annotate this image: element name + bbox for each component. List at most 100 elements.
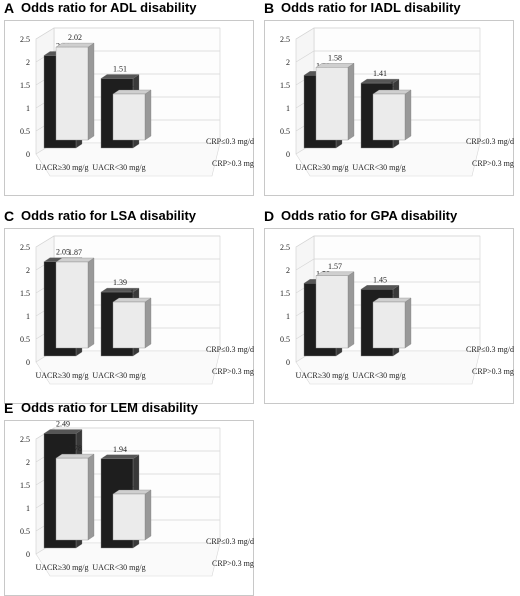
bar-top	[43, 429, 83, 434]
series-label: CRP>0.3 mg/dL	[472, 367, 514, 376]
bar-top	[112, 297, 152, 303]
gridline	[35, 427, 220, 440]
panel-letter: A	[4, 0, 15, 16]
series-label: CRP>0.3 mg/dL	[472, 159, 514, 168]
data-label: 1	[130, 480, 134, 489]
bar	[112, 93, 146, 141]
data-label: 1	[130, 80, 134, 89]
bar-top	[315, 63, 355, 68]
y-tick-label: 0.5	[20, 127, 30, 136]
series-label: CRP>0.3 mg/dL	[212, 559, 254, 568]
series-label: CRP≤0.3 mg/dL	[466, 137, 514, 146]
chart-title: Odds ratio for LSA disability	[21, 208, 197, 223]
y-tick-label: 0	[286, 358, 290, 367]
chart-title: Odds ratio for GPA disability	[281, 208, 458, 223]
data-label: 2.05	[56, 248, 70, 257]
panel-letter: E	[4, 400, 14, 416]
bar-top	[372, 89, 412, 95]
chart-title: Odds ratio for ADL disability	[21, 0, 197, 15]
chart-panel-a: A Odds ratio for ADL disability 0 0.5 1 1.5…	[4, 0, 256, 196]
gridline	[35, 27, 220, 40]
y-tick-label: 1.5	[280, 81, 290, 90]
data-label: 1	[390, 288, 394, 297]
chart-panel-e: E Odds ratio for LEM disability 0 0.5 1 1.5…	[4, 400, 256, 596]
data-label: 1.57	[328, 262, 342, 271]
y-tick-label: 2.5	[20, 435, 30, 444]
bar-top	[55, 42, 95, 48]
x-tick-label: UACR<30 mg/g	[352, 163, 405, 172]
y-tick-label: 0.5	[20, 527, 30, 536]
data-label: 1.45	[373, 275, 387, 284]
y-tick-label: 1	[26, 312, 30, 321]
y-tick-label: 1	[286, 312, 290, 321]
data-label: 1.41	[373, 69, 387, 78]
series-label: CRP>0.3 mg/dL	[212, 367, 254, 376]
y-tick-label: 2	[286, 266, 290, 275]
bar	[372, 93, 406, 141]
y-tick-label: 1.5	[20, 81, 30, 90]
y-tick-label: 0	[26, 150, 30, 159]
x-tick-label: UACR<30 mg/g	[92, 163, 145, 172]
bar-top	[112, 489, 152, 495]
y-tick-label: 0.5	[280, 335, 290, 344]
x-tick-label: UACR<30 mg/g	[92, 563, 145, 572]
gridline	[295, 235, 480, 248]
y-tick-label: 1	[26, 104, 30, 113]
bar-top	[112, 89, 152, 95]
y-tick-label: 0	[286, 150, 290, 159]
y-tick-label: 2.5	[20, 35, 30, 44]
y-tick-label: 2.5	[20, 243, 30, 252]
data-label: 1	[390, 80, 394, 89]
series-label: CRP≤0.3 mg/dL	[206, 137, 254, 146]
chart-title: Odds ratio for LEM disability	[21, 400, 198, 415]
chart-plot: 0 0.5 1 1.5 2 2.5 2.05 1.39 1.87 1 UACR≥30 mg/g UAC…	[4, 228, 254, 404]
gridline	[295, 27, 480, 40]
y-tick-label: 2	[286, 58, 290, 67]
series-label: CRP≤0.3 mg/dL	[466, 345, 514, 354]
y-tick-label: 1.5	[20, 481, 30, 490]
x-tick-label: UACR≥30 mg/g	[35, 563, 88, 572]
panel-letter: B	[264, 0, 275, 16]
bar	[55, 457, 89, 541]
bar	[112, 301, 146, 349]
chart-panel-c: C Odds ratio for LSA disability 0 0.5 1 1.5…	[4, 208, 256, 404]
y-tick-label: 2	[26, 266, 30, 275]
bar	[372, 301, 406, 349]
x-tick-label: UACR<30 mg/g	[352, 371, 405, 380]
data-label: 1.58	[328, 53, 342, 62]
bar	[315, 275, 349, 349]
y-tick-label: 1.5	[280, 289, 290, 298]
bar-side	[347, 271, 355, 349]
chart-panel-b: B Odds ratio for IADL disability 0 0.5 1 1.…	[264, 0, 516, 196]
series-label: CRP≤0.3 mg/dL	[206, 345, 254, 354]
y-tick-label: 1.5	[20, 289, 30, 298]
gridline	[35, 235, 220, 248]
data-label: 1.51	[113, 65, 127, 74]
y-tick-label: 2	[26, 458, 30, 467]
data-label: 1	[130, 288, 134, 297]
y-tick-label: 1	[286, 104, 290, 113]
chart-title: Odds ratio for IADL disability	[281, 0, 461, 15]
data-label: 1.39	[113, 278, 127, 287]
y-tick-label: 2.5	[280, 243, 290, 252]
data-label: 2.49	[56, 420, 70, 428]
series-label: CRP≤0.3 mg/dL	[206, 537, 254, 546]
y-tick-label: 2	[26, 58, 30, 67]
bar-side	[87, 257, 95, 349]
gridline	[295, 50, 480, 63]
bar-side	[404, 89, 412, 141]
x-tick-label: UACR≥30 mg/g	[295, 163, 348, 172]
data-label: 1.87	[68, 248, 82, 257]
bar	[315, 67, 349, 141]
data-label: 1.94	[113, 445, 127, 454]
x-tick-label: UACR≥30 mg/g	[35, 163, 88, 172]
bar-side	[144, 297, 152, 349]
panel-letter: C	[4, 208, 15, 224]
bar-top	[372, 297, 412, 303]
bar-top	[55, 453, 95, 459]
bar	[55, 46, 89, 141]
bar-side	[144, 489, 152, 541]
